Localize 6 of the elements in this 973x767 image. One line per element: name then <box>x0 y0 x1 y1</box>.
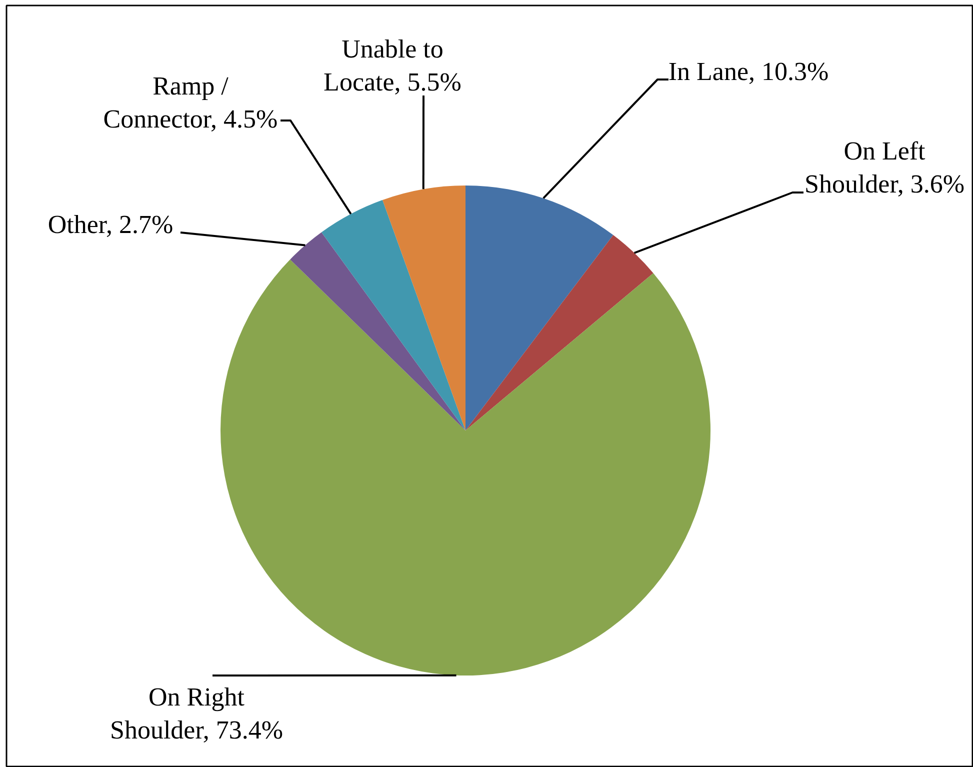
slice-label: Other, 2.7% <box>48 210 174 239</box>
slice-label: On Right Shoulder, 73.4% <box>110 682 283 745</box>
slice-label: Unable to Locate, 5.5% <box>324 34 462 97</box>
slice-label: On Left Shoulder, 3.6% <box>804 136 964 199</box>
slice-label: Ramp / Connector, 4.5% <box>103 71 278 134</box>
slice-label: In Lane, 10.3% <box>668 57 829 86</box>
